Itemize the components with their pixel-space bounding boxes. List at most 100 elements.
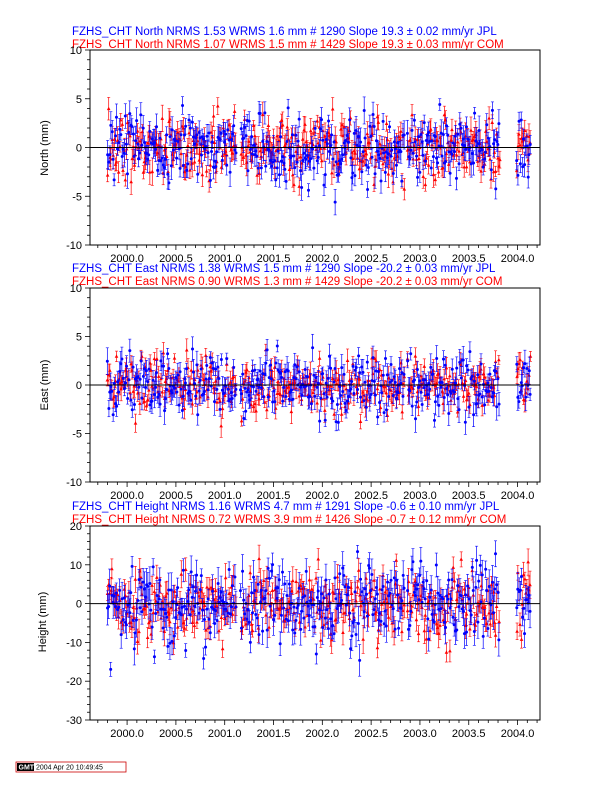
data-point-jpl (164, 397, 167, 400)
data-point-jpl (297, 140, 300, 143)
data-point-jpl (130, 125, 133, 128)
data-point-com (155, 357, 159, 360)
data-point-com (359, 420, 363, 423)
data-point-jpl (326, 142, 329, 145)
data-point-jpl (276, 166, 279, 169)
data-point-com (124, 178, 128, 181)
data-point-jpl (485, 123, 488, 126)
data-point-jpl (173, 387, 176, 390)
data-point-jpl (370, 135, 373, 138)
data-point-jpl (317, 156, 320, 159)
data-point-jpl (106, 360, 109, 363)
data-point-com (323, 408, 327, 411)
data-point-jpl (213, 400, 216, 403)
data-point-jpl (243, 387, 246, 390)
data-point-jpl (484, 151, 487, 154)
data-point-jpl (341, 153, 344, 156)
data-point-jpl (145, 369, 148, 372)
data-point-jpl (287, 106, 290, 109)
data-point-com (408, 138, 412, 141)
data-point-jpl (353, 132, 356, 135)
data-point-jpl (140, 396, 143, 399)
data-point-com (423, 364, 427, 367)
data-point-jpl (251, 152, 254, 155)
data-point-jpl (335, 160, 338, 163)
data-point-jpl (205, 364, 208, 367)
data-point-jpl (142, 127, 145, 130)
data-point-jpl (178, 404, 181, 407)
data-point-jpl (127, 378, 130, 381)
data-point-jpl (408, 158, 411, 161)
data-point-jpl (497, 122, 500, 125)
data-point-jpl (374, 172, 377, 175)
data-point-jpl (167, 181, 170, 184)
data-point-jpl (135, 119, 138, 122)
data-point-jpl (155, 371, 158, 374)
data-point-com (150, 170, 154, 173)
east-panel: FZHS_CHT East NRMS 1.38 WRMS 1.5 mm # 12… (39, 263, 540, 502)
data-point-com (433, 178, 437, 181)
data-point-jpl (244, 410, 247, 413)
data-point-jpl (220, 358, 223, 361)
data-point-jpl (260, 386, 263, 389)
data-point-jpl (124, 115, 127, 118)
data-point-com (424, 183, 428, 186)
data-point-jpl (240, 392, 243, 395)
data-point-jpl (465, 125, 468, 128)
data-point-com (222, 126, 226, 129)
data-point-com (157, 374, 161, 377)
data-point-jpl (400, 180, 403, 183)
data-point-com (417, 404, 421, 407)
data-point-jpl (283, 168, 286, 171)
data-point-jpl (175, 391, 178, 394)
data-point-com (134, 421, 138, 424)
data-point-com (497, 358, 501, 361)
data-point-jpl (304, 158, 307, 161)
data-point-jpl (158, 137, 161, 140)
data-point-jpl (266, 348, 269, 351)
data-point-jpl (360, 170, 363, 173)
data-point-jpl (373, 125, 376, 128)
data-point-com (197, 158, 201, 161)
data-point-jpl (123, 152, 126, 155)
y-tick-label: 5 (76, 94, 82, 106)
data-point-jpl (249, 148, 252, 151)
data-point-com (465, 165, 469, 168)
data-point-jpl (516, 174, 519, 177)
data-point-com (318, 356, 322, 359)
data-point-jpl (214, 368, 217, 371)
data-point-com (448, 374, 452, 377)
data-point-jpl (311, 148, 314, 151)
data-point-jpl (203, 390, 206, 393)
data-point-jpl (264, 362, 267, 365)
data-point-jpl (442, 133, 445, 136)
data-point-jpl (163, 409, 166, 412)
data-point-jpl (115, 405, 118, 408)
data-point-jpl (234, 151, 237, 154)
data-point-com (450, 128, 454, 131)
data-point-jpl (113, 382, 116, 385)
data-point-jpl (146, 380, 149, 383)
data-point-jpl (519, 162, 522, 165)
data-point-jpl (140, 359, 143, 362)
data-point-jpl (199, 379, 202, 382)
data-point-jpl (226, 128, 229, 131)
data-point-jpl (371, 156, 374, 159)
data-point-jpl (206, 151, 209, 154)
data-point-jpl (436, 161, 439, 164)
data-point-jpl (416, 176, 419, 179)
data-point-jpl (263, 111, 266, 114)
data-point-jpl (413, 119, 416, 122)
data-point-jpl (136, 143, 139, 146)
data-point-jpl (262, 145, 265, 148)
data-point-jpl (182, 164, 185, 167)
data-point-jpl (331, 158, 334, 161)
data-point-jpl (298, 118, 301, 121)
data-point-jpl (399, 150, 402, 153)
data-point-com (385, 122, 389, 125)
data-point-jpl (229, 171, 232, 174)
data-point-jpl (159, 403, 162, 406)
data-point-jpl (351, 171, 354, 174)
data-point-jpl (195, 363, 198, 366)
